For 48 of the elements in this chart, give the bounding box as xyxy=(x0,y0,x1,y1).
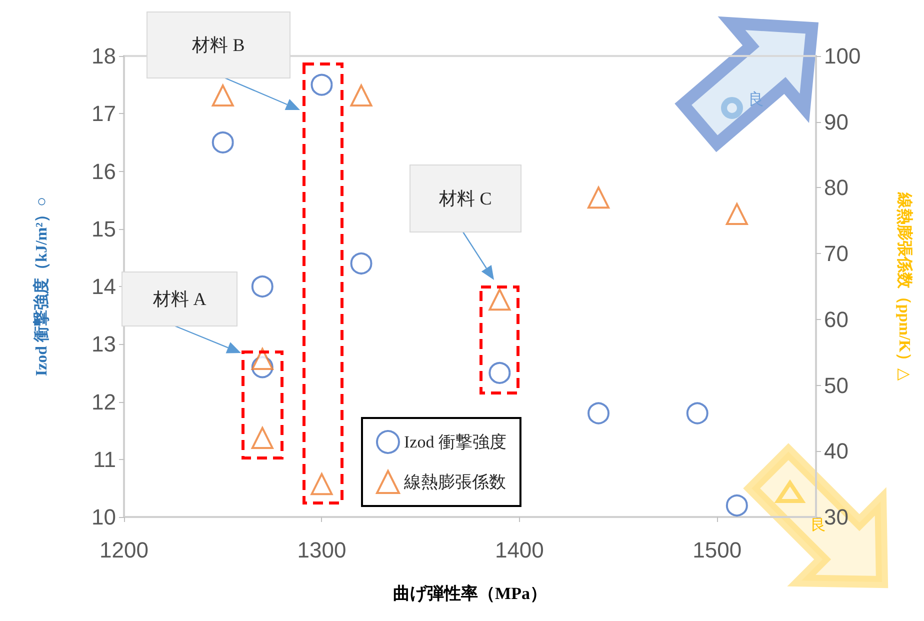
point xyxy=(350,84,372,107)
legend-label: Izod 衝撃強度 xyxy=(404,432,506,452)
point xyxy=(686,402,708,424)
point xyxy=(488,362,511,384)
annotation: 材料 A xyxy=(152,289,206,309)
y-tick-label: 16 xyxy=(92,158,116,184)
y-tick-label: 10 xyxy=(92,504,116,530)
point xyxy=(212,131,234,154)
y2-tick-label: 30 xyxy=(824,504,848,530)
point xyxy=(251,276,274,298)
x-tick-label: 1500 xyxy=(692,538,742,562)
point xyxy=(726,494,748,516)
point xyxy=(588,402,610,424)
callout-box: 材料 A xyxy=(122,272,238,326)
point xyxy=(310,473,333,496)
y2-tick-label: 40 xyxy=(824,438,848,464)
annotation: 良 xyxy=(810,516,826,534)
y-tick-label: 15 xyxy=(92,216,116,242)
legend-label: 線熱膨張係数 xyxy=(403,472,506,492)
y2-tick-label: 50 xyxy=(824,372,848,398)
point xyxy=(350,252,372,274)
y-tick-label: 18 xyxy=(92,44,116,68)
y-tick-label: 14 xyxy=(92,274,116,299)
y-tick-label: 12 xyxy=(92,389,116,414)
y-tick-label: 13 xyxy=(92,332,116,357)
point xyxy=(251,348,274,370)
callout-box: 材料 B xyxy=(146,12,290,78)
y-axis-title: Izod 衝撃強度（kJ/m²）○ xyxy=(32,196,50,376)
point xyxy=(488,288,511,311)
x-axis-title: 曲げ弾性率（MPa） xyxy=(393,584,547,603)
point xyxy=(310,74,333,96)
y2-tick-label: 90 xyxy=(824,109,848,134)
point xyxy=(251,426,274,449)
point xyxy=(212,84,234,107)
y2-tick-label: 60 xyxy=(824,306,848,332)
y2-tick-label: 80 xyxy=(824,175,848,200)
y-tick-label: 17 xyxy=(92,101,116,126)
y2-tick-label: 70 xyxy=(824,241,848,266)
point xyxy=(726,203,748,226)
y2-axis-title: 線熱膨張係数（ppm/K）△ xyxy=(896,191,914,382)
point xyxy=(588,186,610,209)
x-tick-label: 1300 xyxy=(297,538,346,562)
x-tick-label: 1200 xyxy=(100,538,148,562)
callout-box: 材料 C xyxy=(410,164,522,232)
y2-tick-label: 100 xyxy=(824,44,861,68)
annotation: 材料 C xyxy=(438,188,492,208)
y-tick-label: 11 xyxy=(93,446,116,472)
x-tick-label: 1400 xyxy=(494,538,544,562)
